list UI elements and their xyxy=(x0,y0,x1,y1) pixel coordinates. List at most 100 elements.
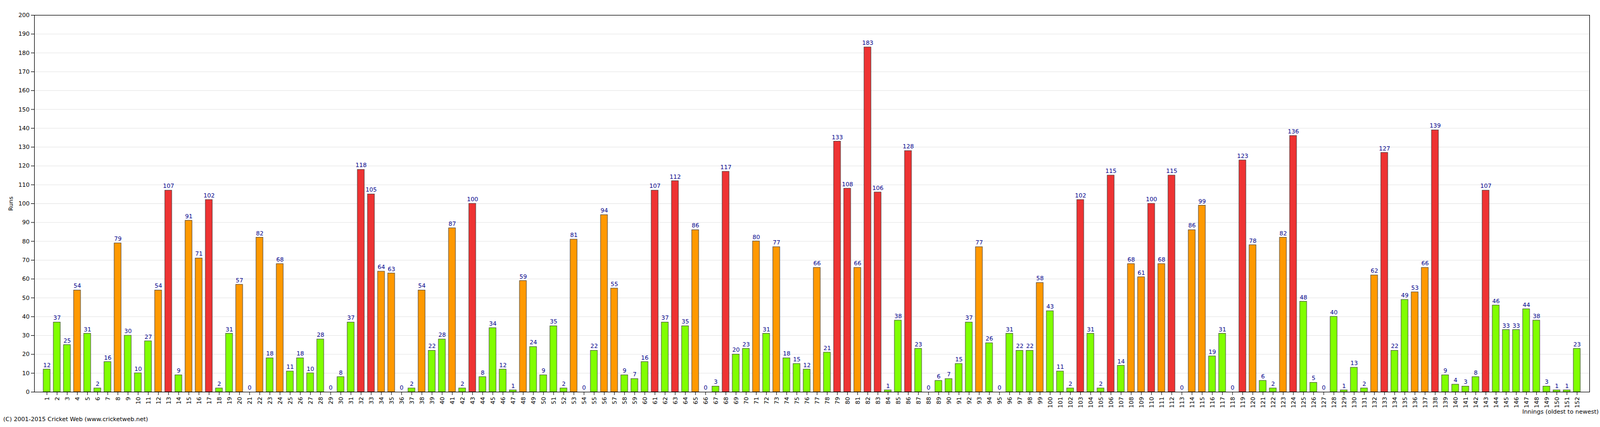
svg-text:86: 86 xyxy=(691,221,700,229)
svg-text:38: 38 xyxy=(1532,312,1541,320)
svg-text:65: 65 xyxy=(692,396,700,405)
svg-text:77: 77 xyxy=(975,238,983,246)
svg-text:82: 82 xyxy=(1279,229,1287,237)
svg-text:23: 23 xyxy=(914,340,923,348)
svg-text:86: 86 xyxy=(905,396,912,405)
svg-text:67: 67 xyxy=(712,396,720,405)
svg-text:35: 35 xyxy=(681,317,690,325)
svg-text:54: 54 xyxy=(418,282,426,290)
svg-text:0: 0 xyxy=(329,384,333,391)
svg-text:63: 63 xyxy=(387,265,396,273)
svg-text:4: 4 xyxy=(74,396,82,401)
svg-text:82: 82 xyxy=(864,396,872,405)
svg-text:110: 110 xyxy=(1148,396,1156,408)
svg-text:126: 126 xyxy=(1310,396,1318,408)
svg-text:15: 15 xyxy=(793,355,801,363)
svg-text:101: 101 xyxy=(1057,396,1064,408)
svg-text:48: 48 xyxy=(520,396,527,405)
svg-text:0: 0 xyxy=(582,384,587,391)
svg-text:57: 57 xyxy=(611,396,619,405)
svg-text:102: 102 xyxy=(1067,396,1075,408)
svg-text:112: 112 xyxy=(669,173,682,181)
svg-text:5: 5 xyxy=(1312,374,1316,382)
svg-text:25: 25 xyxy=(63,337,71,344)
svg-text:66: 66 xyxy=(813,259,821,267)
svg-text:0: 0 xyxy=(1322,384,1326,391)
svg-text:76: 76 xyxy=(803,396,811,405)
svg-text:19: 19 xyxy=(226,396,234,405)
svg-text:13: 13 xyxy=(1350,359,1358,367)
svg-text:54: 54 xyxy=(73,282,82,290)
svg-text:40: 40 xyxy=(1330,308,1338,316)
svg-text:111: 111 xyxy=(1158,396,1166,408)
svg-text:100: 100 xyxy=(1046,396,1054,408)
svg-text:33: 33 xyxy=(368,396,375,405)
svg-text:127: 127 xyxy=(1379,145,1391,152)
svg-text:130: 130 xyxy=(18,143,30,151)
svg-text:75: 75 xyxy=(793,396,801,405)
svg-text:148: 148 xyxy=(1533,396,1541,408)
svg-text:123: 123 xyxy=(1280,396,1287,408)
svg-text:140: 140 xyxy=(1452,396,1460,408)
svg-text:11: 11 xyxy=(1056,363,1064,371)
svg-text:2: 2 xyxy=(1099,380,1103,388)
svg-text:16: 16 xyxy=(195,396,203,405)
svg-text:2: 2 xyxy=(562,380,566,388)
svg-text:40: 40 xyxy=(22,313,30,320)
svg-text:31: 31 xyxy=(1218,325,1227,333)
svg-text:9: 9 xyxy=(622,366,627,374)
svg-text:107: 107 xyxy=(1480,182,1492,190)
svg-text:68: 68 xyxy=(1157,256,1166,263)
svg-text:15: 15 xyxy=(185,396,193,405)
svg-text:10: 10 xyxy=(134,396,142,405)
svg-text:3: 3 xyxy=(714,378,718,386)
svg-text:1: 1 xyxy=(43,396,51,401)
svg-text:85: 85 xyxy=(894,396,902,405)
svg-text:121: 121 xyxy=(1259,396,1267,408)
svg-text:128: 128 xyxy=(1330,396,1338,408)
svg-text:35: 35 xyxy=(549,317,558,325)
svg-text:37: 37 xyxy=(347,314,355,322)
svg-text:78: 78 xyxy=(824,396,831,405)
svg-text:93: 93 xyxy=(976,396,983,405)
svg-text:117: 117 xyxy=(720,163,732,171)
svg-text:31: 31 xyxy=(1005,325,1014,333)
svg-text:52: 52 xyxy=(560,396,568,405)
svg-text:72: 72 xyxy=(763,396,771,405)
svg-text:33: 33 xyxy=(1502,322,1510,330)
svg-text:143: 143 xyxy=(1482,396,1490,408)
svg-text:30: 30 xyxy=(22,331,30,339)
svg-text:102: 102 xyxy=(1075,192,1087,199)
svg-text:87: 87 xyxy=(448,220,456,228)
svg-text:127: 127 xyxy=(1320,396,1328,408)
svg-text:12: 12 xyxy=(499,361,507,369)
svg-text:37: 37 xyxy=(408,396,416,405)
svg-text:54: 54 xyxy=(154,282,163,290)
svg-text:6: 6 xyxy=(94,396,102,401)
svg-text:117: 117 xyxy=(1219,396,1227,408)
svg-text:2: 2 xyxy=(96,380,100,388)
svg-text:99: 99 xyxy=(1036,396,1044,405)
svg-text:60: 60 xyxy=(641,396,649,405)
svg-text:120: 120 xyxy=(18,162,30,170)
svg-text:1: 1 xyxy=(511,381,516,389)
svg-text:15: 15 xyxy=(955,355,963,363)
svg-text:124: 124 xyxy=(1290,396,1298,408)
svg-text:73: 73 xyxy=(773,396,781,405)
svg-text:144: 144 xyxy=(1492,396,1500,408)
svg-text:2: 2 xyxy=(1068,380,1073,388)
svg-text:10: 10 xyxy=(22,369,30,377)
svg-text:66: 66 xyxy=(853,259,862,267)
svg-text:16: 16 xyxy=(641,354,649,362)
svg-text:23: 23 xyxy=(1573,340,1581,348)
svg-text:131: 131 xyxy=(1361,396,1368,408)
svg-text:38: 38 xyxy=(418,396,426,405)
svg-text:87: 87 xyxy=(915,396,923,405)
svg-text:128: 128 xyxy=(902,142,915,150)
svg-text:96: 96 xyxy=(1006,396,1014,405)
svg-text:84: 84 xyxy=(884,396,892,405)
svg-text:61: 61 xyxy=(651,396,659,405)
svg-text:20: 20 xyxy=(236,396,244,405)
svg-text:36: 36 xyxy=(398,396,406,405)
svg-text:9: 9 xyxy=(124,396,132,401)
